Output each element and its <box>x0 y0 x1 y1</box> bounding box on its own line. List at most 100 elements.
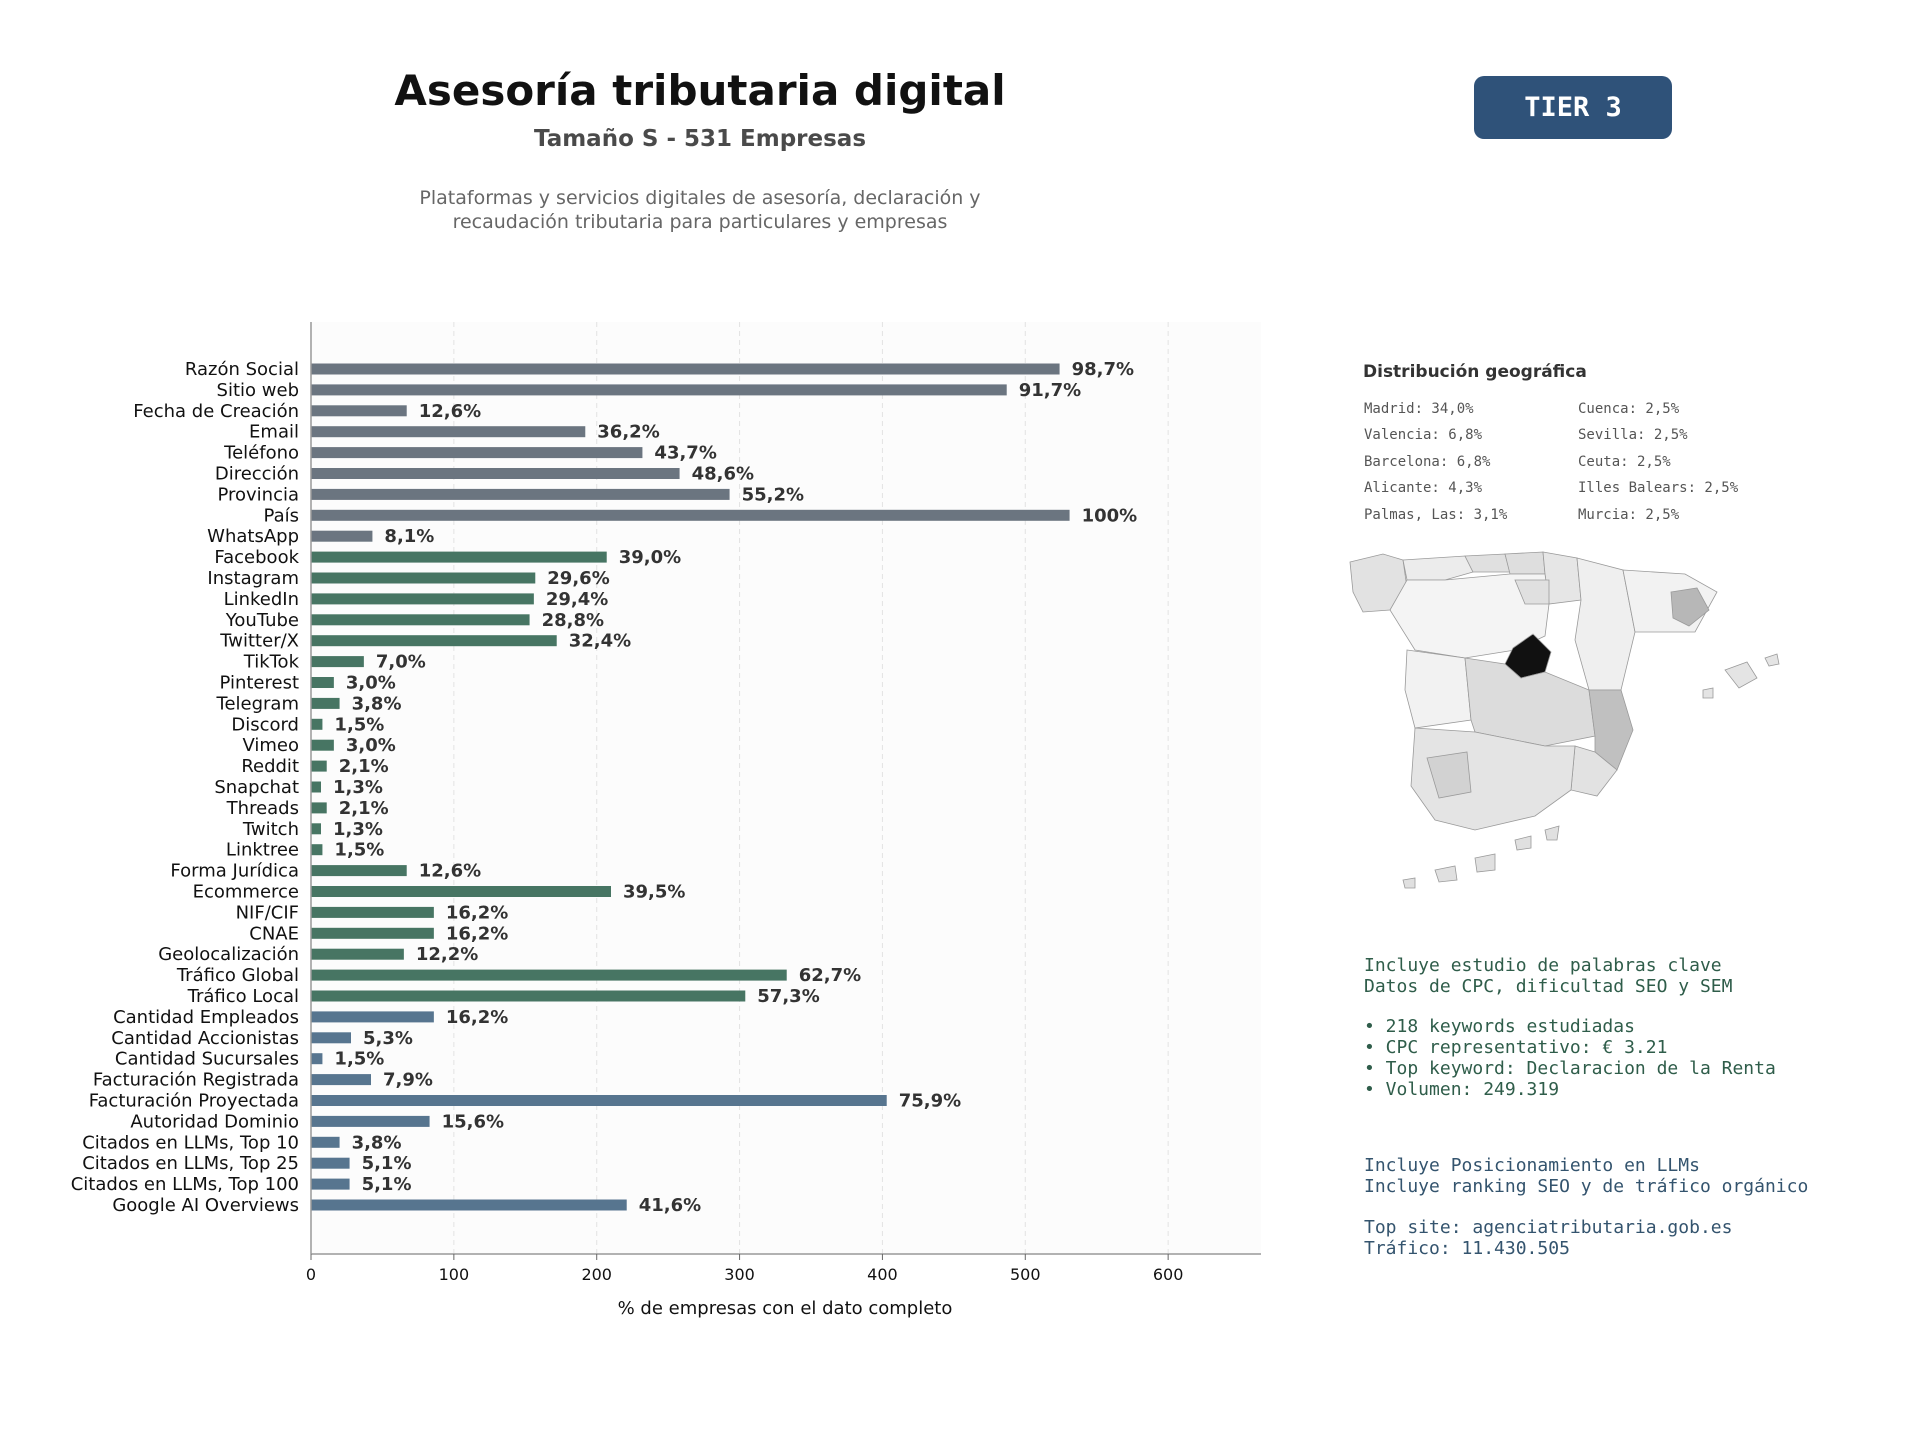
bar <box>311 426 586 438</box>
category-label: LinkedIn <box>224 589 299 610</box>
category-label: Linktree <box>226 840 299 861</box>
value-labels: 98,7%91,7% 12,6% 36,2%43,7%48,6%55,2% 100% 8… <box>333 359 1137 1216</box>
bar <box>311 509 1070 521</box>
category-label: NIF/CIF <box>236 902 299 923</box>
x-tick-label: 500 <box>1010 1265 1041 1284</box>
bar <box>311 614 530 626</box>
value-label: 1,5% <box>334 1049 384 1070</box>
map-region-canarias <box>1402 825 1560 889</box>
x-tick-label: 600 <box>1153 1265 1184 1284</box>
x-tick-label: 300 <box>724 1265 755 1284</box>
value-label: 8,1% <box>384 526 434 547</box>
category-label: Facturación Proyectada <box>89 1091 299 1112</box>
value-label: 5,1% <box>362 1153 412 1174</box>
category-label: CNAE <box>249 923 299 944</box>
category-label: Email <box>249 422 299 443</box>
bar <box>311 927 434 939</box>
bar <box>311 1199 627 1211</box>
tier-badge: TIER 3 <box>1474 76 1672 139</box>
keywords-bullet: • CPC representativo: € 3.21 <box>1364 1037 1668 1058</box>
bar <box>311 1053 323 1065</box>
geo-item: Alicante: 4,3% <box>1364 480 1483 496</box>
category-label: País <box>264 505 299 526</box>
value-label: 39,5% <box>623 882 685 903</box>
bar <box>311 677 334 688</box>
category-label: TikTok <box>243 652 300 673</box>
geo-title: Distribución geográfica <box>1363 362 1587 382</box>
value-label: 1,3% <box>333 819 383 840</box>
category-label: Forma Jurídica <box>170 861 299 882</box>
bar <box>311 468 680 479</box>
category-label: Pinterest <box>219 673 299 694</box>
bar <box>311 760 327 772</box>
map-region-basque <box>1504 551 1546 575</box>
category-label: Vimeo <box>242 735 299 756</box>
bar <box>311 948 404 960</box>
geo-item: Barcelona: 6,8% <box>1364 454 1491 470</box>
value-label: 36,2% <box>597 422 659 443</box>
value-label: 28,8% <box>542 610 604 631</box>
bar <box>311 447 643 459</box>
value-label: 12,6% <box>419 401 481 422</box>
map-region-extremadura <box>1404 649 1472 729</box>
value-label: 12,6% <box>419 861 481 882</box>
description-line-1: Plataformas y servicios digitales de ase… <box>419 187 981 209</box>
map-region-rioja <box>1514 579 1550 605</box>
category-label: Twitch <box>242 819 299 840</box>
bar <box>311 906 434 918</box>
value-label: 57,3% <box>757 986 819 1007</box>
map-region-andalucia <box>1410 727 1576 831</box>
map-region-sevilla <box>1426 751 1472 799</box>
bar <box>311 802 327 814</box>
keywords-line-2: Datos de CPC, dificultad SEO y SEM <box>1364 976 1733 997</box>
llm-top-site: Top site: agenciatributaria.gob.es <box>1364 1217 1733 1238</box>
x-tick-label: 0 <box>306 1265 316 1284</box>
bar <box>311 1115 430 1127</box>
bar <box>311 656 364 668</box>
category-label: Tráfico Global <box>176 965 299 986</box>
category-label: Discord <box>231 714 299 735</box>
value-label: 15,6% <box>442 1111 504 1132</box>
bar <box>311 886 611 897</box>
x-tick-label: 400 <box>867 1265 898 1284</box>
page-description: Plataformas y servicios digitales de ase… <box>360 186 1040 234</box>
category-label: YouTube <box>225 610 299 631</box>
map-region-navarra <box>1542 551 1582 605</box>
bar <box>311 551 607 563</box>
keywords-bullet: • 218 keywords estudiadas <box>1364 1016 1635 1037</box>
value-label: 29,6% <box>547 568 609 589</box>
geo-item: Illes Balears: 2,5% <box>1578 480 1739 496</box>
bar <box>311 530 373 542</box>
geo-item: Sevilla: 2,5% <box>1578 427 1688 443</box>
category-label: Instagram <box>207 568 299 589</box>
category-label: Teléfono <box>223 443 299 464</box>
bar <box>311 1136 340 1148</box>
category-label: Facebook <box>214 547 299 568</box>
bar <box>311 739 334 751</box>
bar <box>311 1032 351 1044</box>
bar <box>311 635 557 647</box>
map-region-asturias <box>1402 555 1474 581</box>
category-label: Geolocalización <box>158 944 299 965</box>
llm-line-1: Incluye Posicionamiento en LLMs <box>1364 1155 1700 1176</box>
geo-item: Valencia: 6,8% <box>1364 427 1483 443</box>
page-title: Asesoría tributaria digital <box>394 66 1006 115</box>
geo-item: Murcia: 2,5% <box>1578 507 1680 523</box>
category-label: Snapchat <box>214 777 299 798</box>
x-axis-label: % de empresas con el dato completo <box>618 1298 953 1319</box>
category-label: Telegram <box>216 693 299 714</box>
geo-item: Ceuta: 2,5% <box>1578 454 1671 470</box>
x-tick-label: 200 <box>581 1265 612 1284</box>
llm-traffic: Tráfico: 11.430.505 <box>1364 1238 1570 1259</box>
keywords-line-1: Incluye estudio de palabras clave <box>1364 955 1722 976</box>
category-label: Dirección <box>215 464 299 485</box>
bar <box>311 781 321 793</box>
value-label: 48,6% <box>692 464 754 485</box>
category-label: Fecha de Creación <box>133 401 299 422</box>
bar <box>311 1178 350 1190</box>
bar <box>311 384 1007 396</box>
map-region-balears <box>1702 653 1780 699</box>
value-label: 2,1% <box>339 756 389 777</box>
